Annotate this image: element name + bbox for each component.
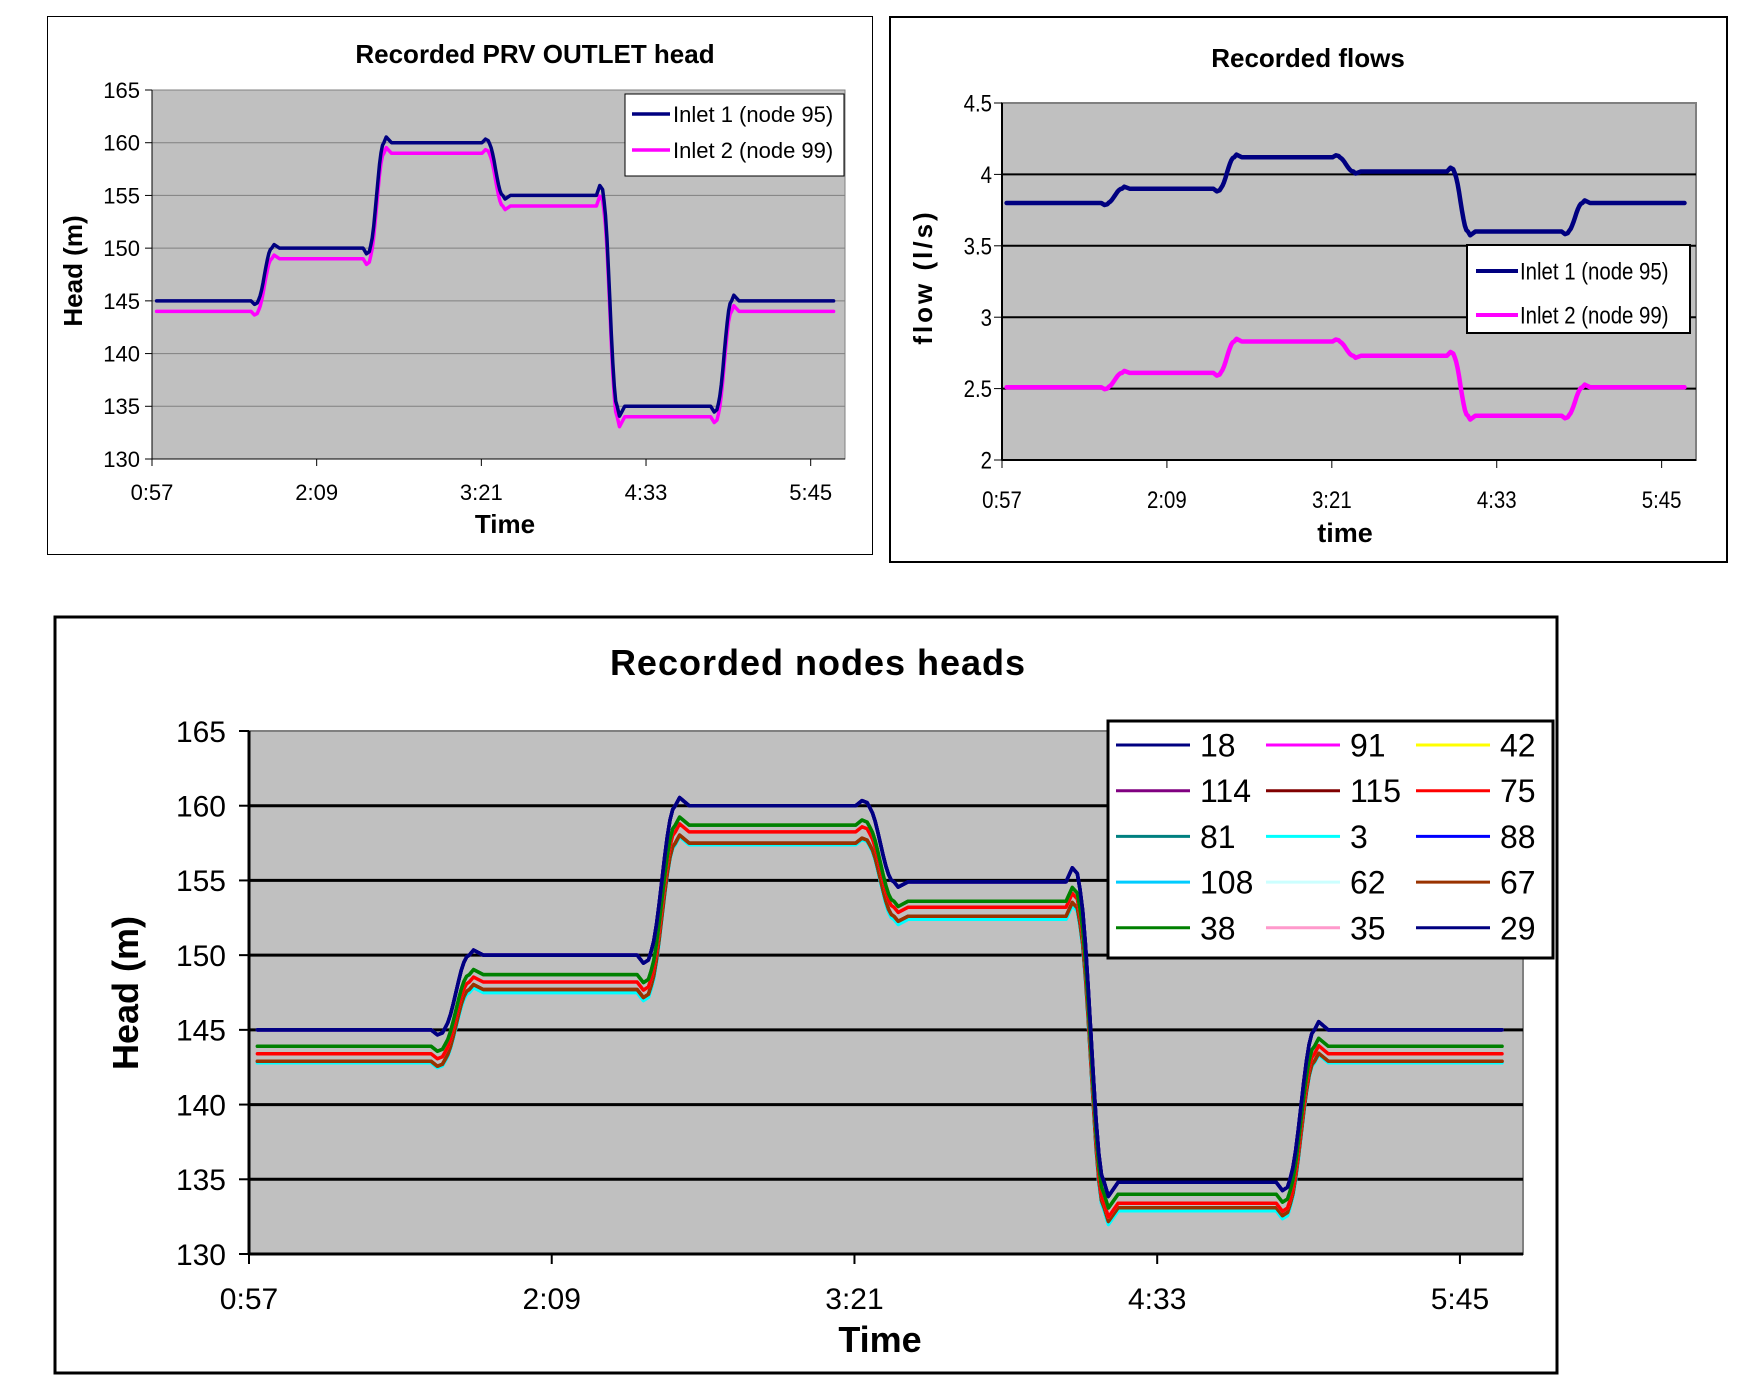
series-line-inlet-1-node-95-	[1004, 152, 1687, 238]
x-tick-label: 4:33	[625, 480, 668, 505]
series-line-38	[255, 815, 1504, 1210]
series-line-inlet-2-node-99-	[1004, 336, 1687, 422]
legend-label: 114	[1200, 773, 1251, 809]
legend-label: 3	[1350, 819, 1368, 855]
x-tick-label: 3:21	[460, 480, 503, 505]
recorded-nodes-heads-chart: 130 135 140 145 150 155 160 165 0:57 2:09 3:21 4:3…	[53, 615, 1559, 1375]
x-axis-ticks: 0:57 2:09 3:21 4:33 5:45	[131, 458, 845, 505]
x-tick-label: 4:33	[1128, 1283, 1186, 1316]
legend-label: Inlet 2 (node 99)	[673, 138, 833, 163]
y-tick-label: 165	[103, 78, 140, 103]
legend-label: 108	[1200, 865, 1253, 901]
legend-label: 35	[1350, 910, 1386, 946]
series-line-18	[255, 795, 1504, 1199]
legend: 18 91 42 114 115 75 81 3 88 108 62 67 38 35 29	[1106, 719, 1555, 960]
y-tick-label: 160	[103, 131, 140, 156]
y-axis-title: Head (m)	[58, 215, 88, 326]
y-tick-label: 140	[176, 1089, 226, 1122]
y-axis-title: Head (m)	[105, 916, 146, 1070]
y-tick-label: 160	[176, 791, 226, 824]
x-tick-label: 2:09	[523, 1283, 581, 1316]
x-tick-label: 3:21	[1312, 486, 1352, 513]
x-tick-label: 0:57	[982, 486, 1022, 513]
legend: Inlet 1 (node 95) Inlet 2 (node 99)	[1466, 244, 1691, 334]
y-tick-label: 155	[176, 865, 226, 898]
chart-title: Recorded PRV OUTLET head	[355, 39, 714, 69]
recorded-flows-chart: 2 2.5 3 3.5 4 4.5 0:57 2:09 3:21 4:33 5:45 Record…	[889, 16, 1728, 563]
x-tick-label: 3:21	[825, 1283, 883, 1316]
legend-box	[1106, 719, 1555, 960]
series-lines	[1004, 152, 1687, 422]
y-tick-label: 4.5	[964, 90, 992, 117]
legend-box	[1466, 244, 1691, 334]
y-axis-ticks: 130 135 140 145 150 155 160 165	[176, 716, 251, 1272]
legend-label: 115	[1350, 773, 1401, 809]
y-tick-label: 130	[176, 1239, 226, 1272]
x-axis-ticks: 0:57 2:09 3:21 4:33 5:45	[982, 459, 1696, 513]
series-lines	[154, 135, 836, 429]
y-tick-label: 150	[103, 236, 140, 261]
y-tick-label: 155	[103, 183, 140, 208]
y-tick-label: 130	[103, 447, 140, 472]
y-tick-label: 135	[176, 1164, 226, 1197]
series-line-inlet-1-node-95-	[154, 135, 836, 418]
legend-label: 75	[1500, 773, 1536, 809]
chart-title: Recorded nodes heads	[610, 642, 1026, 683]
series-line-67	[255, 833, 1504, 1224]
prv-outlet-head-chart: 130 135 140 145 150 155 160 165 0:57 2:09 3:21 4:3…	[47, 16, 873, 555]
x-axis-ticks: 0:57 2:09 3:21 4:33 5:45	[220, 1252, 1523, 1316]
legend-label: 38	[1200, 910, 1236, 946]
y-tick-label: 4	[981, 161, 992, 188]
x-axis-title: Time	[475, 509, 535, 539]
x-tick-label: 4:33	[1477, 486, 1517, 513]
y-tick-label: 2	[981, 447, 992, 474]
y-tick-label: 150	[176, 940, 226, 973]
y-tick-label: 145	[176, 1015, 226, 1048]
series-lines	[255, 795, 1504, 1227]
x-tick-label: 5:45	[1431, 1283, 1489, 1316]
legend-label: Inlet 1 (node 95)	[673, 102, 833, 127]
legend-label: Inlet 2 (node 99)	[1520, 302, 1669, 329]
x-tick-label: 2:09	[1147, 486, 1187, 513]
x-tick-label: 5:45	[789, 480, 832, 505]
legend-label: 88	[1500, 819, 1536, 855]
y-tick-label: 140	[103, 341, 140, 366]
series-line-inlet-2-node-99-	[154, 145, 836, 429]
y-tick-label: 3	[981, 304, 992, 331]
x-tick-label: 2:09	[295, 480, 338, 505]
x-tick-label: 0:57	[220, 1283, 278, 1316]
legend-label: 29	[1500, 910, 1536, 946]
chart-title: Recorded flows	[1211, 43, 1405, 73]
legend-label: 62	[1350, 865, 1386, 901]
y-tick-label: 2.5	[964, 376, 992, 403]
x-tick-label: 0:57	[131, 480, 174, 505]
x-axis-title: time	[1317, 518, 1373, 548]
x-tick-label: 5:45	[1642, 486, 1682, 513]
y-tick-label: 145	[103, 289, 140, 314]
y-axis-ticks: 130 135 140 145 150 155 160 165	[103, 78, 153, 472]
y-tick-label: 3.5	[964, 233, 992, 260]
y-axis-title: flow (l/s)	[908, 209, 938, 344]
legend-label: 67	[1500, 865, 1536, 901]
legend-label: 42	[1500, 728, 1536, 764]
legend: Inlet 1 (node 95) Inlet 2 (node 99)	[624, 93, 845, 177]
y-tick-label: 165	[176, 716, 226, 749]
y-axis-ticks: 2 2.5 3 3.5 4 4.5	[964, 90, 1003, 474]
legend-label: 18	[1200, 728, 1236, 764]
x-axis-title: Time	[838, 1319, 921, 1360]
legend-label: 81	[1200, 819, 1236, 855]
legend-box	[624, 93, 845, 177]
legend-label: Inlet 1 (node 95)	[1520, 258, 1669, 285]
y-tick-label: 135	[103, 394, 140, 419]
legend-label: 91	[1350, 728, 1386, 764]
